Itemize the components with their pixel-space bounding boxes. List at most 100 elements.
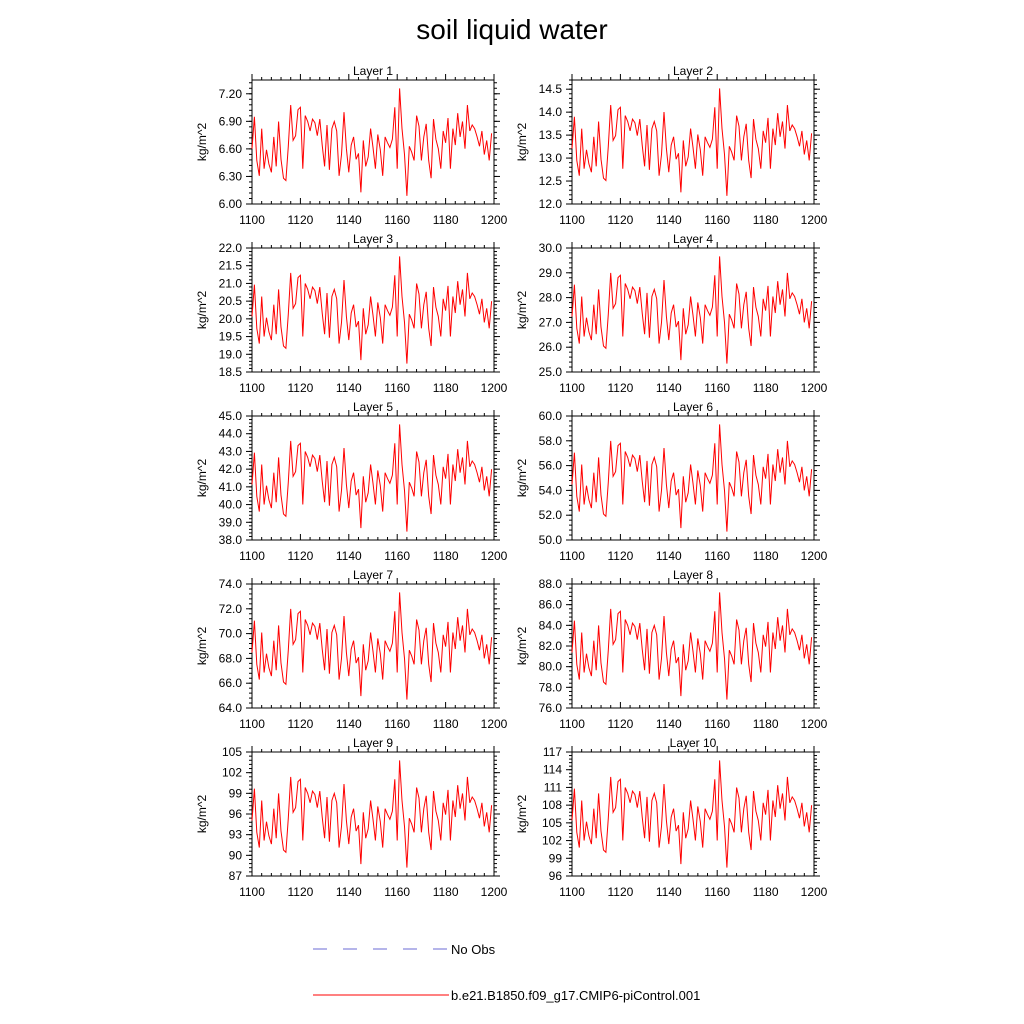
y-tick-label: 7.20 [219, 87, 243, 101]
y-tick-label: 28.0 [539, 291, 563, 305]
x-tick-label: 1100 [239, 549, 265, 563]
y-tick-label: 43.0 [219, 444, 243, 458]
y-tick-label: 6.60 [219, 142, 243, 156]
x-tick-label: 1200 [481, 381, 508, 395]
panel-layer-3: Layer 3 kg/m^2 1100 1120 1140 1160 1180 1200 18.… [195, 232, 508, 395]
x-tick-label: 1100 [559, 549, 585, 563]
y-tick-label: 52.0 [539, 508, 563, 522]
x-tick-label: 1140 [336, 717, 362, 731]
x-tick-label: 1140 [336, 549, 362, 563]
y-tick-label: 12.5 [539, 174, 563, 188]
y-tick-label: 99 [549, 851, 563, 865]
panel-title: Layer 3 [353, 232, 393, 246]
x-tick-label: 1200 [801, 549, 828, 563]
y-tick-label: 12.0 [539, 197, 563, 211]
panel-layer-4: Layer 4 kg/m^2 1100 1120 1140 1160 1180 1200 25.… [515, 232, 828, 395]
x-tick-label: 1120 [287, 381, 313, 395]
series-line [571, 88, 813, 196]
y-axis-label: kg/m^2 [515, 627, 529, 666]
panel-layer-6: Layer 6 kg/m^2 1100 1120 1140 1160 1180 1200 50.… [515, 400, 828, 563]
y-tick-label: 19.0 [219, 347, 243, 361]
x-tick-label: 1140 [656, 213, 682, 227]
x-tick-label: 1120 [607, 549, 633, 563]
y-tick-label: 45.0 [219, 409, 243, 423]
x-tick-label: 1180 [433, 381, 459, 395]
y-tick-label: 87 [229, 869, 243, 883]
x-tick-label: 1100 [239, 213, 265, 227]
y-tick-label: 54.0 [539, 483, 563, 497]
y-tick-label: 88.0 [539, 577, 563, 591]
y-tick-label: 56.0 [539, 459, 563, 473]
panel-title: Layer 4 [673, 232, 713, 246]
x-tick-label: 1180 [753, 381, 779, 395]
y-axis-label: kg/m^2 [195, 459, 209, 498]
x-tick-label: 1200 [481, 717, 508, 731]
x-tick-label: 1100 [239, 381, 265, 395]
x-tick-label: 1160 [704, 549, 730, 563]
y-tick-label: 86.0 [539, 598, 563, 612]
y-tick-label: 27.0 [539, 315, 563, 329]
x-tick-label: 1180 [753, 549, 779, 563]
y-tick-label: 84.0 [539, 618, 563, 632]
x-tick-label: 1140 [656, 885, 682, 899]
x-tick-label: 1200 [801, 885, 828, 899]
y-tick-label: 13.0 [539, 151, 563, 165]
y-tick-label: 82.0 [539, 639, 563, 653]
x-tick-label: 1180 [433, 549, 459, 563]
x-tick-label: 1160 [384, 381, 410, 395]
x-tick-label: 1160 [384, 885, 410, 899]
x-tick-label: 1120 [287, 549, 313, 563]
y-tick-label: 102 [222, 766, 242, 780]
panel-title: Layer 7 [353, 568, 393, 582]
y-tick-label: 41.0 [219, 480, 243, 494]
y-tick-label: 6.30 [219, 169, 243, 183]
x-tick-label: 1180 [433, 885, 459, 899]
panel-title: Layer 9 [353, 736, 393, 750]
x-tick-label: 1100 [559, 381, 585, 395]
y-tick-label: 96 [229, 807, 243, 821]
y-tick-label: 30.0 [539, 241, 563, 255]
figure-title: soil liquid water [416, 14, 608, 45]
y-tick-label: 60.0 [539, 409, 563, 423]
x-tick-label: 1140 [336, 213, 362, 227]
series-line [251, 256, 493, 364]
x-tick-label: 1200 [801, 213, 828, 227]
y-tick-label: 105 [222, 745, 242, 759]
y-tick-label: 78.0 [539, 680, 563, 694]
x-tick-label: 1180 [753, 717, 779, 731]
y-axis-label: kg/m^2 [195, 291, 209, 330]
panel-title: Layer 1 [353, 64, 393, 78]
panel-title: Layer 2 [673, 64, 713, 78]
panel-layer-5: Layer 5 kg/m^2 1100 1120 1140 1160 1180 1200 38.… [195, 400, 508, 563]
y-tick-label: 44.0 [219, 427, 243, 441]
x-tick-label: 1160 [384, 549, 410, 563]
x-tick-label: 1160 [384, 717, 410, 731]
y-tick-label: 58.0 [539, 434, 563, 448]
y-tick-label: 39.0 [219, 515, 243, 529]
panel-layer-2: Layer 2 kg/m^2 1100 1120 1140 1160 1180 1200 12.… [515, 64, 828, 227]
x-tick-label: 1180 [753, 885, 779, 899]
y-tick-label: 96 [549, 869, 563, 883]
y-tick-label: 14.5 [539, 82, 563, 96]
y-tick-label: 105 [542, 816, 562, 830]
y-tick-label: 26.0 [539, 340, 563, 354]
panel-layer-9: Layer 9 kg/m^2 1100 1120 1140 1160 1180 1200 87 9… [195, 736, 508, 899]
y-tick-label: 13.5 [539, 128, 563, 142]
x-tick-label: 1100 [559, 885, 585, 899]
x-tick-label: 1100 [559, 717, 585, 731]
series-line [571, 760, 813, 868]
panel-layer-7: Layer 7 kg/m^2 1100 1120 1140 1160 1180 1200 64.… [195, 568, 508, 731]
y-tick-label: 111 [544, 780, 563, 794]
x-tick-label: 1160 [704, 213, 730, 227]
y-tick-label: 38.0 [219, 533, 243, 547]
y-tick-label: 18.5 [219, 365, 243, 379]
x-tick-label: 1200 [481, 549, 508, 563]
y-tick-label: 21.5 [219, 259, 243, 273]
x-tick-label: 1160 [704, 717, 730, 731]
x-tick-label: 1200 [481, 885, 508, 899]
panel-layer-10: Layer 10 kg/m^2 1100 1120 1140 1160 1180 1200 96… [515, 736, 828, 899]
panel-layer-8: Layer 8 kg/m^2 1100 1120 1140 1160 1180 1200 76.… [515, 568, 828, 731]
series-line [571, 592, 813, 700]
y-tick-label: 99 [229, 786, 243, 800]
y-tick-label: 42.0 [219, 462, 243, 476]
